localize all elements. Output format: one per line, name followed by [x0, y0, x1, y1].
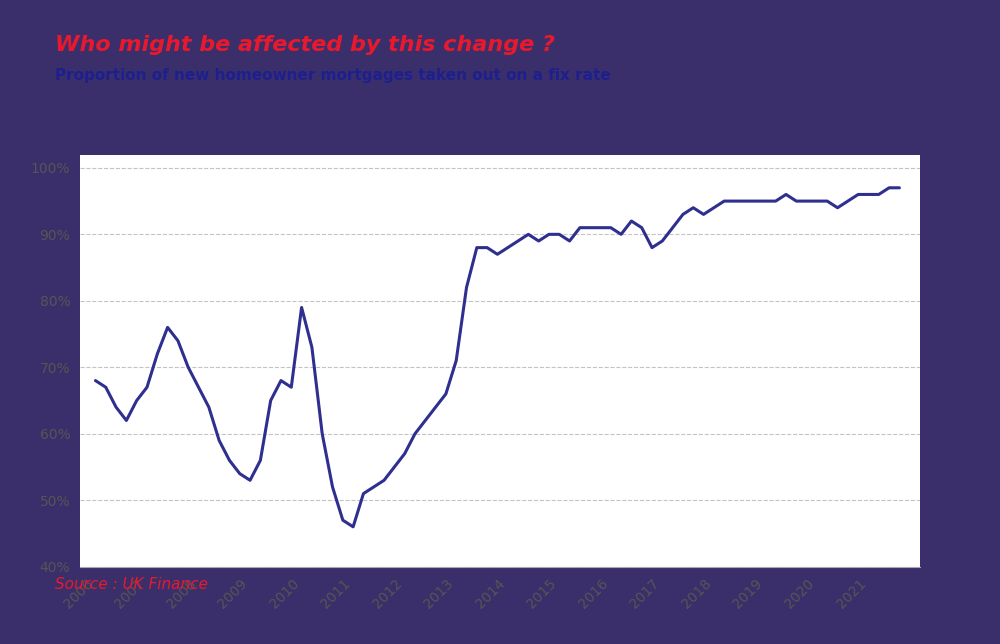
Text: Who might be affected by this change ?: Who might be affected by this change ?: [55, 35, 555, 55]
Text: Proportion of new homeowner mortgages taken out on a fix rate: Proportion of new homeowner mortgages ta…: [55, 68, 611, 82]
Text: Source : UK Finance: Source : UK Finance: [55, 578, 208, 592]
